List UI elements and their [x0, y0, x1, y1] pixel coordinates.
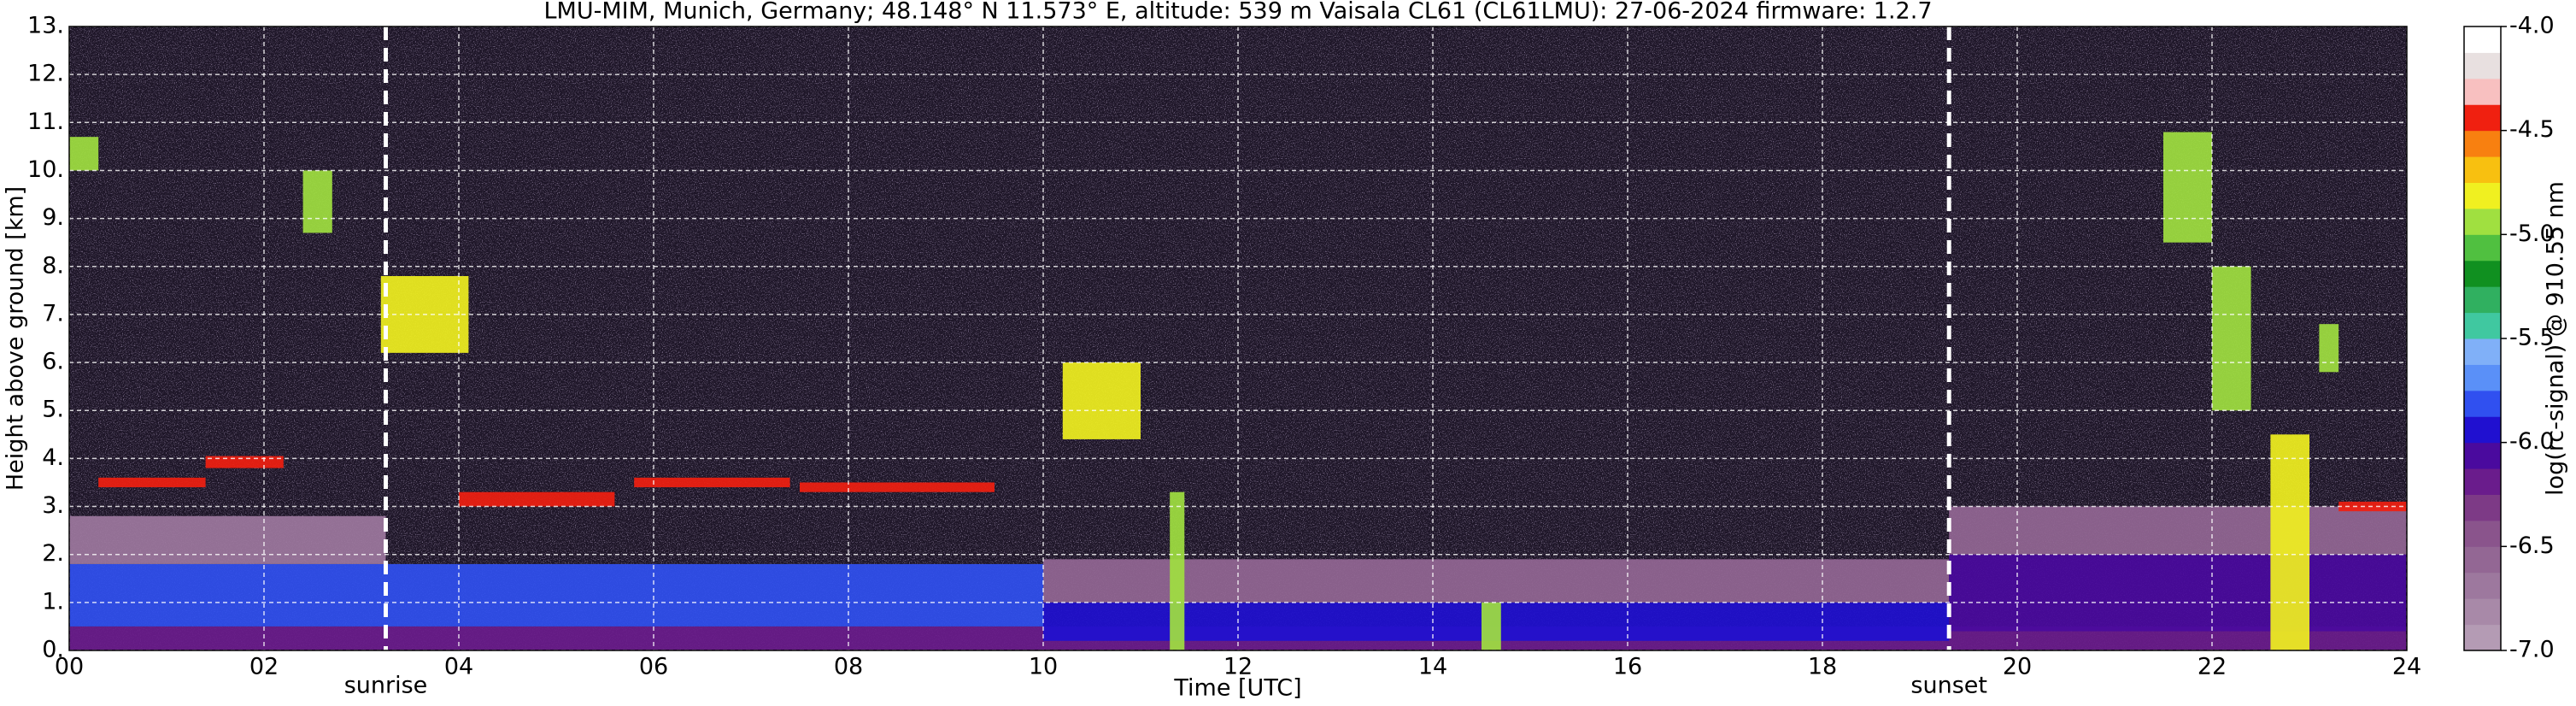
y-tick-label: 5.	[42, 397, 64, 423]
signal-region	[302, 170, 332, 233]
signal-region	[69, 137, 99, 171]
colorbar-swatch	[2464, 208, 2501, 235]
signal-region	[459, 491, 615, 507]
x-tick-label: 12	[1223, 654, 1253, 680]
signal-region	[1170, 491, 1185, 650]
y-tick-label: 1.	[42, 588, 64, 615]
colorbar-swatch	[2464, 338, 2501, 365]
signal-region	[1949, 506, 2407, 555]
colorbar-swatch	[2464, 416, 2501, 444]
colorbar-swatch	[2464, 546, 2501, 574]
signal-region	[2270, 434, 2309, 650]
signal-region	[1482, 602, 1501, 650]
x-tick-label: 16	[1613, 654, 1642, 680]
colorbar-tick-label: -5.0	[2509, 221, 2555, 247]
signal-region	[2338, 501, 2407, 512]
y-axis-label: Height above ground [km]	[3, 186, 29, 491]
colorbar-swatch	[2464, 260, 2501, 287]
colorbar-swatch	[2464, 234, 2501, 262]
y-tick-label: 11.	[27, 109, 64, 135]
x-tick-label: 04	[444, 654, 473, 680]
y-tick-label: 13.	[27, 13, 64, 39]
colorbar-swatch	[2464, 312, 2501, 339]
colorbar-tick-label: -5.5	[2509, 325, 2555, 351]
colorbar-swatch	[2464, 598, 2501, 626]
colorbar-swatch	[2464, 156, 2501, 183]
y-tick-label: 2.	[42, 540, 64, 567]
colorbar-swatch	[2464, 468, 2501, 495]
colorbar-swatch	[2464, 52, 2501, 79]
y-tick-label: 7.	[42, 300, 64, 327]
x-tick-label: 10	[1029, 654, 1058, 680]
colorbar-swatch	[2464, 26, 2501, 53]
colorbar-swatch	[2464, 364, 2501, 391]
y-tick-label: 0.	[42, 637, 64, 663]
colorbar-swatch	[2464, 78, 2501, 105]
colorbar-tick-label: -6.5	[2509, 532, 2555, 559]
x-tick-label: 06	[639, 654, 668, 680]
colorbar-tick-label: -6.0	[2509, 428, 2555, 455]
signal-region	[2319, 324, 2339, 373]
signal-region	[2163, 132, 2212, 243]
signal-region	[98, 477, 206, 488]
chart-title: LMU-MIM, Munich, Germany; 48.148° N 11.5…	[543, 0, 1932, 25]
plot-frame	[68, 26, 2408, 651]
y-tick-label: 12.	[27, 61, 64, 87]
signal-region	[634, 477, 790, 488]
x-tick-label: 24	[2392, 654, 2421, 680]
colorbar-swatch	[2464, 182, 2501, 209]
event-label: sunset	[1910, 673, 1987, 699]
signal-region	[69, 515, 386, 564]
colorbar-swatch	[2464, 520, 2501, 547]
x-tick-label: 02	[249, 654, 279, 680]
x-tick-label: 22	[2198, 654, 2227, 680]
y-tick-label: 3.	[42, 492, 64, 519]
signal-region	[69, 563, 1043, 627]
x-tick-label: 08	[834, 654, 863, 680]
colorbar-tick-label: -4.0	[2509, 13, 2555, 39]
colorbar-swatch	[2464, 442, 2501, 469]
colorbar-swatch	[2464, 104, 2501, 132]
x-axis-label: Time [UTC]	[1173, 675, 1301, 702]
x-tick-label: 20	[2003, 654, 2032, 680]
y-tick-label: 4.	[42, 444, 64, 471]
event-label: sunrise	[344, 673, 428, 699]
colorbar-swatch	[2464, 286, 2501, 314]
y-tick-label: 9.	[42, 204, 64, 231]
x-tick-label: 00	[55, 654, 84, 680]
signal-region	[2212, 266, 2251, 411]
colorbar-tick-label: -7.0	[2509, 637, 2555, 663]
colorbar-swatch	[2464, 572, 2501, 599]
x-tick-label: 18	[1808, 654, 1837, 680]
colorbar-label: log(rc-signal) @ 910.55 nm	[2543, 181, 2569, 496]
y-tick-label: 6.	[42, 349, 64, 375]
signal-region	[800, 482, 995, 492]
signal-region	[1043, 559, 1950, 603]
x-tick-label: 14	[1418, 654, 1447, 680]
y-tick-label: 10.	[27, 156, 64, 183]
colorbar-tick-label: -4.5	[2509, 116, 2555, 143]
signal-region	[1949, 554, 2407, 632]
colorbar-swatch	[2464, 624, 2501, 651]
colorbar-swatch	[2464, 494, 2501, 521]
colorbar-swatch	[2464, 130, 2501, 157]
y-tick-label: 8.	[42, 252, 64, 279]
colorbar-swatch	[2464, 390, 2501, 417]
signal-region	[1062, 362, 1141, 439]
